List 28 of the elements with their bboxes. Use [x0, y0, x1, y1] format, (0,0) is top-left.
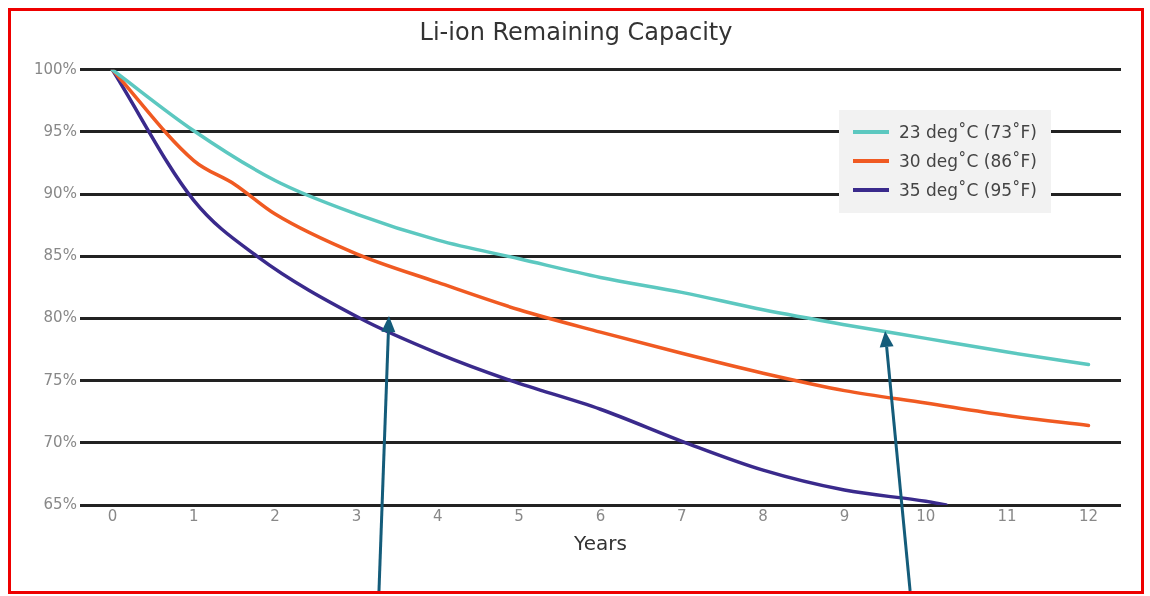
- y-tick-label: 100%: [33, 59, 77, 78]
- x-tick-label: 3: [351, 506, 362, 525]
- legend-label: 23 deg˚C (73˚F): [898, 120, 1037, 144]
- x-tick-label: 8: [758, 506, 768, 525]
- x-tick-label: 4: [432, 506, 443, 525]
- x-tick-label: 12: [1078, 506, 1099, 525]
- x-tick-label: 0: [107, 506, 118, 525]
- y-tick-label: 80%: [43, 308, 77, 327]
- x-tick-label: 11: [997, 506, 1017, 525]
- legend-label: 30 deg˚C (86˚F): [898, 149, 1037, 173]
- y-tick-label: 70%: [43, 432, 77, 451]
- y-tick-label: 95%: [43, 121, 77, 140]
- y-tick-label: 85%: [43, 246, 77, 265]
- line-series: [110, 69, 1091, 367]
- line-series: [110, 69, 1091, 428]
- x-tick-label: 2: [270, 506, 280, 525]
- x-tick-label: 6: [595, 506, 606, 525]
- y-tick-label: 90%: [43, 184, 77, 203]
- x-tick-label: 5: [514, 506, 524, 525]
- x-tick-label: 7: [677, 506, 687, 525]
- x-tick-label: 1: [188, 506, 199, 525]
- x-tick-label: 9: [839, 506, 850, 525]
- x-tick-label: 10: [916, 506, 936, 525]
- chart-title: Li-ion Remaining Capacity: [419, 17, 733, 46]
- legend-label: 35 deg˚C (95˚F): [898, 178, 1037, 202]
- y-tick-label: 65%: [43, 494, 77, 513]
- x-axis-title: Years: [573, 531, 627, 556]
- y-tick-label: 75%: [43, 370, 77, 389]
